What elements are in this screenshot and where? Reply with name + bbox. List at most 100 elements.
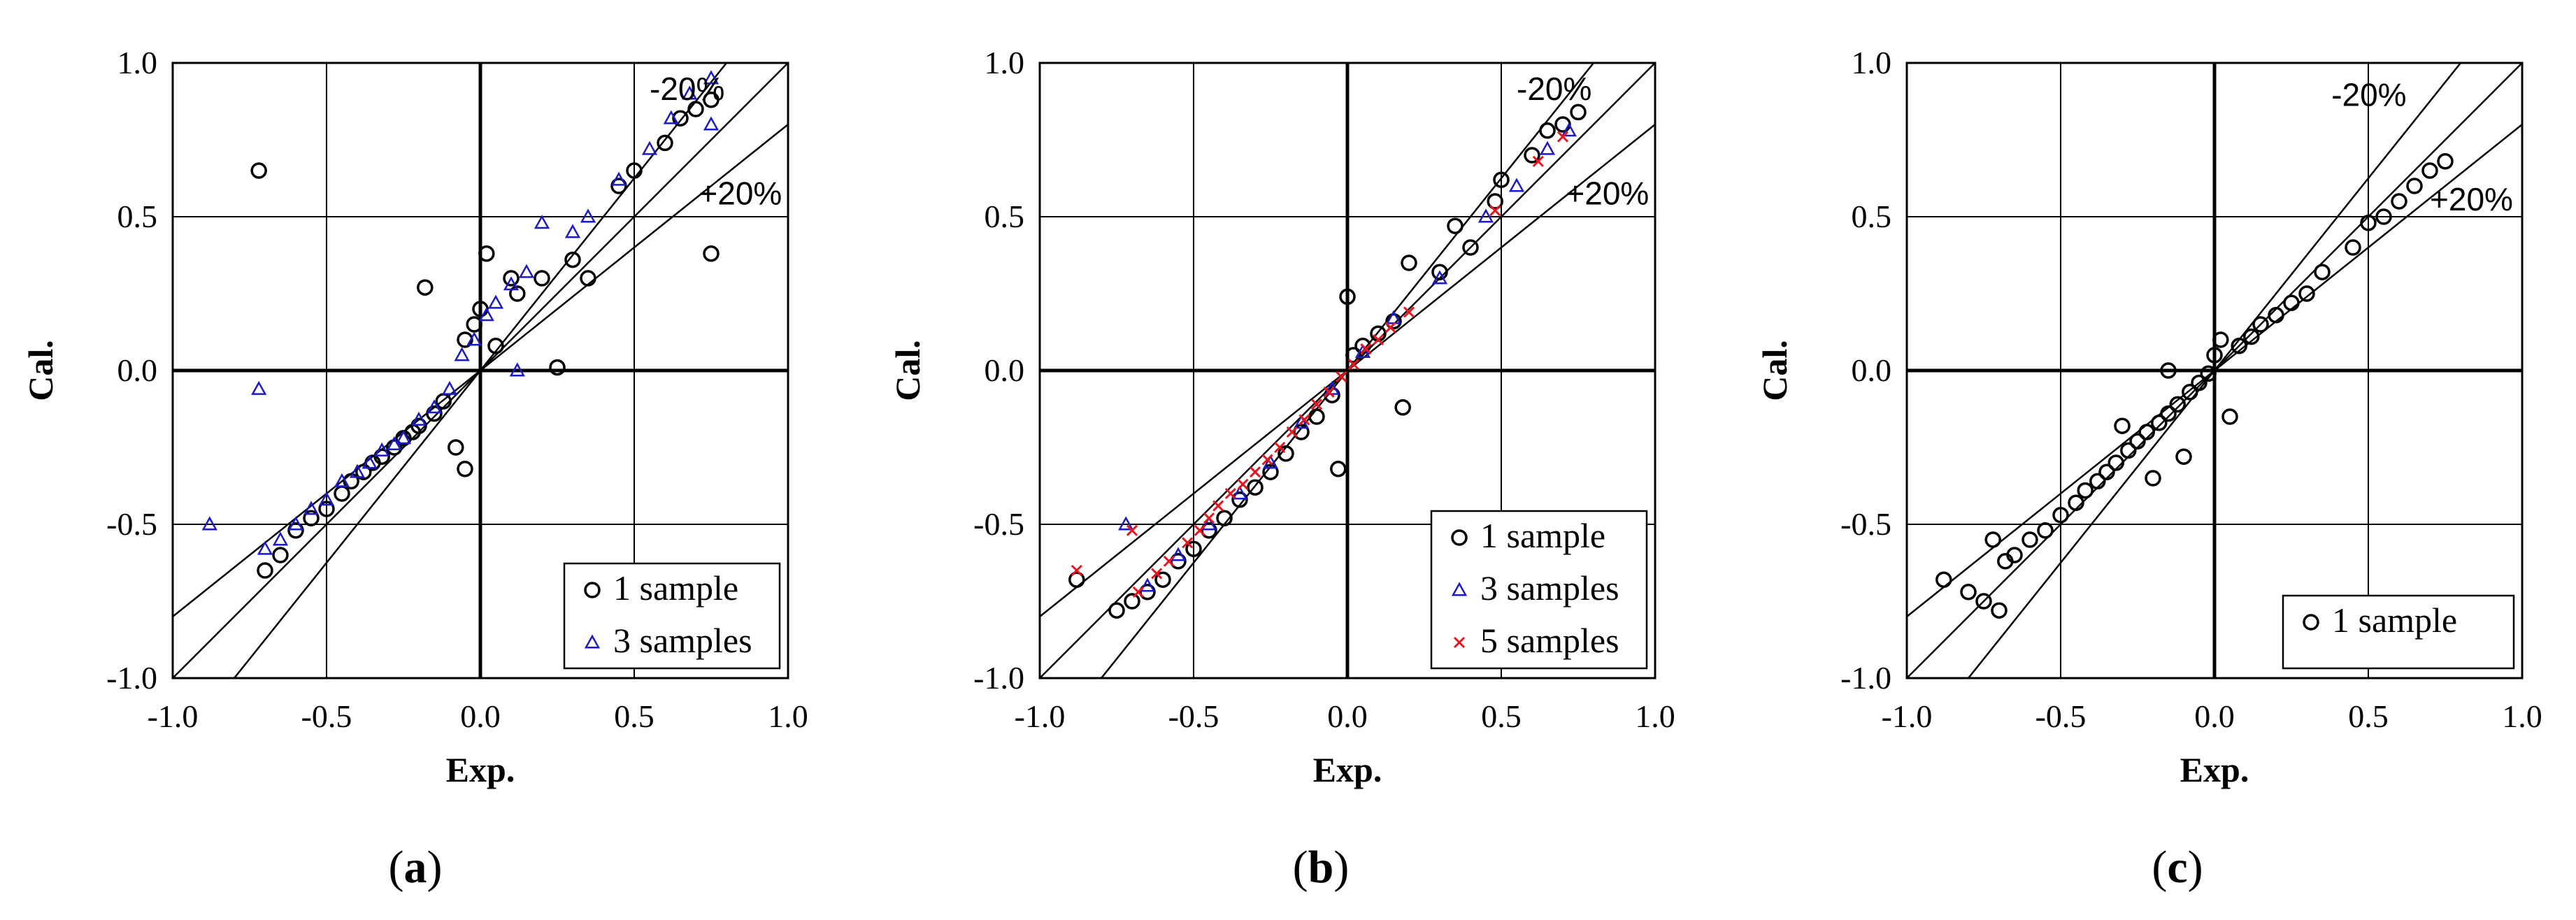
y-tick-label: -0.5: [106, 506, 157, 542]
data-point: [201, 516, 217, 531]
data-point: [373, 448, 390, 465]
x-tick-label: -0.5: [1168, 698, 1219, 734]
data-point: [687, 101, 704, 117]
data-point: [2421, 162, 2438, 179]
data-point: [1462, 239, 1479, 256]
data-point: [657, 134, 673, 152]
data-point: [2283, 294, 2300, 311]
data-point: [457, 331, 473, 348]
legend-marker: [1451, 582, 1468, 596]
caption-letter: a: [404, 842, 427, 893]
legend-label: 1 sample: [2332, 601, 2457, 640]
data-point: [1203, 512, 1215, 524]
reference-line-slope-2: [173, 123, 788, 618]
legend-label: 3 samples: [613, 621, 752, 660]
reference-lines: [1040, 63, 1655, 678]
reference-line-label: -20%: [1517, 71, 1591, 107]
data-point: [2169, 396, 2186, 413]
data-point: [374, 442, 390, 457]
data-point: [287, 516, 304, 531]
data-point: [1384, 322, 1396, 333]
data-point: [1170, 553, 1187, 570]
x-tick-label: 0.0: [2194, 698, 2235, 734]
y-tick-label: -0.5: [1840, 506, 1891, 542]
reference-line-label: -20%: [2331, 77, 2406, 113]
data-point: [1201, 516, 1217, 531]
data-point: [2145, 470, 2161, 487]
data-point: [466, 331, 482, 346]
data-point: [1394, 399, 1411, 416]
panel-caption: (b): [1293, 842, 1350, 893]
data-point: [303, 501, 320, 515]
data-point: [1261, 454, 1273, 466]
data-point: [2221, 408, 2238, 425]
data-point: [1249, 466, 1261, 478]
data-point: [703, 116, 720, 131]
data-point: [1139, 577, 1156, 592]
data-point: [1508, 178, 1525, 192]
y-tick-label: 0.5: [985, 199, 1025, 234]
data-point: [2052, 507, 2069, 524]
data-point: [1403, 306, 1415, 318]
data-point: [2160, 405, 2177, 422]
data-point: [2212, 331, 2229, 348]
data-point: [1201, 522, 1217, 539]
reference-line-label: -20%: [650, 71, 724, 107]
data-point: [1151, 568, 1163, 580]
data-point: [1347, 359, 1359, 371]
data-point: [1975, 593, 1992, 610]
legend-marker: [584, 582, 601, 598]
data-point: [1262, 454, 1279, 469]
data-point: [2375, 208, 2392, 225]
caption-paren-close: ): [1333, 842, 1349, 893]
data-point: [349, 463, 366, 478]
y-axis-title: Cal.: [21, 340, 60, 401]
data-point: [250, 162, 267, 179]
data-point: [2068, 494, 2084, 511]
data-point: [1554, 116, 1571, 133]
data-point: [610, 171, 627, 186]
y-tick-label: 0.5: [1852, 199, 1892, 234]
data-point: [426, 399, 443, 414]
y-tick-label: 0.0: [117, 352, 158, 388]
legend-marker: [1451, 529, 1468, 546]
data-point: [626, 162, 643, 179]
data-point: [1532, 155, 1544, 167]
data-point: [334, 473, 350, 487]
y-axis-title: Cal.: [1755, 340, 1794, 401]
caption-paren-close: ): [427, 842, 443, 893]
data-point: [2252, 316, 2269, 333]
data-point: [2206, 347, 2223, 364]
data-point: [272, 531, 289, 546]
data-point: [1231, 491, 1248, 508]
x-axis-title: Exp.: [446, 750, 515, 789]
y-tick-label: -0.5: [973, 506, 1024, 542]
data-point: [410, 417, 427, 434]
data-point: [448, 439, 464, 456]
series-1-sample: [1935, 153, 2454, 619]
data-point: [641, 141, 658, 155]
data-point: [2268, 307, 2284, 324]
data-point: [2151, 415, 2168, 431]
data-point: [1561, 122, 1577, 137]
x-tick-label: 0.0: [1327, 698, 1368, 734]
y-tick-label: 1.0: [985, 45, 1025, 80]
y-tick-label: -1.0: [1840, 660, 1891, 696]
data-point: [287, 522, 304, 539]
data-point: [1293, 424, 1310, 440]
data-point: [564, 224, 581, 238]
data-point: [1336, 371, 1347, 382]
caption-paren-open: (: [2152, 842, 2167, 893]
data-point: [1984, 531, 2001, 548]
data-point: [343, 473, 359, 490]
data-point: [318, 501, 335, 517]
data-point: [503, 276, 520, 291]
data-point: [1360, 343, 1372, 355]
data-point: [1139, 584, 1156, 601]
data-point: [1274, 441, 1286, 454]
legend: 1 sample 3 samples: [563, 562, 781, 670]
reference-line-slope-2: [1040, 123, 1655, 618]
data-point: [1126, 524, 1138, 536]
data-point: [1262, 463, 1279, 480]
